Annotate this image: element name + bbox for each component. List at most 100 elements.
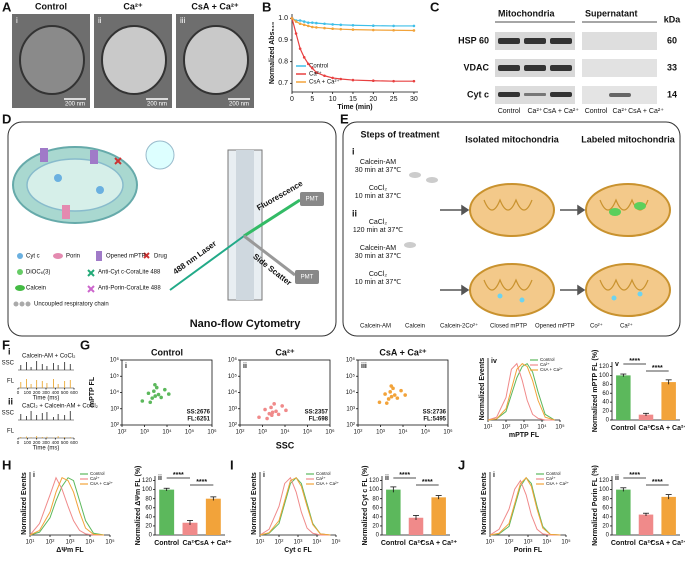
panel-label: B	[262, 0, 271, 14]
scatter-point	[384, 401, 389, 405]
legend-label: Calcein-AM	[360, 324, 391, 330]
point	[371, 24, 375, 28]
legend-label: CsA + Ca²⁺	[546, 481, 570, 486]
y-axis-label: Normalized Events	[251, 472, 258, 535]
step-line: 30 min at 37℃	[355, 167, 402, 174]
blot-kda: 33	[667, 62, 677, 72]
significance-label: ****	[196, 479, 207, 486]
mitochondria-illustration	[404, 172, 671, 317]
scatter-point	[383, 392, 387, 396]
panel-label: A	[2, 0, 12, 14]
y-tick-label: 10⁴	[228, 389, 238, 396]
x-tick-label: 10⁵	[561, 539, 571, 546]
x-tick-label: 300	[42, 390, 50, 395]
point	[306, 62, 310, 66]
x-tick-label: 10¹	[26, 540, 35, 546]
point	[392, 79, 395, 83]
scatter-point	[152, 389, 156, 394]
kda-unit: kDa	[664, 14, 682, 24]
significance-label: ****	[629, 472, 640, 479]
x-tick-label: 10³	[66, 540, 75, 546]
step-index: ii	[352, 208, 357, 218]
point	[331, 23, 334, 26]
x-tick-label: 10³	[294, 540, 303, 546]
legend-label: CsA + Ca²⁺	[540, 367, 564, 372]
tem-mitochondrion	[183, 25, 249, 95]
x-tick-label: 10²	[354, 430, 363, 436]
x-tick-label: CsA + Ca²⁺	[420, 540, 457, 547]
y-tick-label: 10⁶	[346, 357, 356, 364]
bar	[408, 517, 424, 535]
x-tick-label: 400	[52, 440, 60, 445]
e-header: Steps of treatment	[360, 129, 439, 139]
x-axis-label: Time (min)	[337, 104, 372, 111]
blot-row: VDAC	[463, 62, 489, 72]
legend-label: Control	[316, 471, 331, 476]
y-axis-label: Normalized ΔΨm FL (%)	[135, 466, 142, 546]
trace-axis-label: SSC	[2, 361, 15, 367]
legend-label: Ca²⁺	[316, 476, 326, 481]
lane-label: Control	[498, 108, 521, 115]
y-axis-label: Normalized Events	[481, 472, 488, 535]
plot-title: Control	[151, 347, 183, 357]
y-tick-label: 60	[372, 505, 379, 511]
y-tick-label: 120	[369, 478, 380, 484]
scatter-point	[274, 409, 278, 414]
scatter-point	[377, 400, 382, 405]
y-tick-label: 60	[145, 505, 152, 511]
x-tick-label: CsA + Ca²⁺	[195, 540, 232, 547]
plot-index: ii	[158, 475, 162, 482]
x-tick-label: 500	[61, 440, 69, 445]
step-line: CoCl₂	[369, 185, 388, 192]
step-line: 30 min at 37℃	[355, 253, 402, 260]
y-axis-label: Normalized Abs₅₄₀	[269, 22, 276, 84]
plot-title: CsA + Ca²⁺	[379, 347, 426, 357]
scatter-point	[269, 405, 273, 410]
x-tick-label: 10³	[524, 540, 533, 546]
y-tick-label: 10⁶	[228, 357, 238, 364]
legend-label: Cyt c	[26, 254, 40, 260]
x-axis-label: Time (ms)	[33, 446, 60, 452]
bar	[386, 489, 401, 535]
scatter-point	[276, 412, 281, 417]
stat-label: SS:2736	[423, 410, 447, 416]
y-tick-label: 100	[369, 487, 380, 493]
x-tick-label: 10¹	[484, 425, 493, 431]
x-tick-label: CsA + Ca²⁺	[650, 540, 685, 547]
legend-label: Closed mPTP	[490, 324, 527, 330]
bar	[661, 496, 676, 535]
legend-label: Control	[546, 471, 561, 476]
bar	[616, 375, 631, 420]
stat-label: FL:5495	[423, 417, 446, 423]
point	[412, 29, 416, 32]
point	[331, 76, 334, 80]
point	[290, 17, 294, 20]
x-tick-label: Ca²⁺	[183, 540, 198, 547]
y-tick-label: 80	[145, 496, 152, 502]
x-axis-label: mPTP FL	[509, 432, 540, 439]
x-tick-label: 10³	[258, 430, 267, 436]
y-tick-label: 80	[372, 496, 379, 502]
legend-label: Calcein	[405, 324, 425, 330]
y-axis-label: Normalized Events	[21, 472, 28, 535]
x-axis-label: Cyt c FL	[284, 547, 312, 554]
trace-title: CaCl₂ + Calcein-AM + CoCl₂	[22, 404, 99, 410]
legend-label: Ca²⁺	[309, 71, 322, 78]
point	[412, 79, 416, 83]
step-line: 120 min at 37℃	[353, 227, 403, 234]
y-tick-label: 40	[602, 400, 609, 406]
x-tick-label: 200	[33, 440, 41, 445]
step-line: CaCl₂	[369, 219, 388, 226]
y-tick-label: 10⁵	[228, 373, 238, 380]
scatter-point	[159, 395, 163, 400]
plot-index: i	[263, 472, 265, 479]
scatter-point	[272, 402, 276, 406]
x-tick-label: Ca²⁺	[639, 425, 654, 432]
y-tick-label: 20	[602, 524, 609, 530]
x-tick-label: 10⁵	[555, 424, 565, 431]
histogram-line	[259, 477, 331, 536]
lane-label: CsA + Ca²⁺	[543, 108, 579, 115]
point	[339, 77, 343, 81]
y-tick-label: 60	[602, 505, 609, 511]
plot-index: iii	[361, 363, 367, 370]
